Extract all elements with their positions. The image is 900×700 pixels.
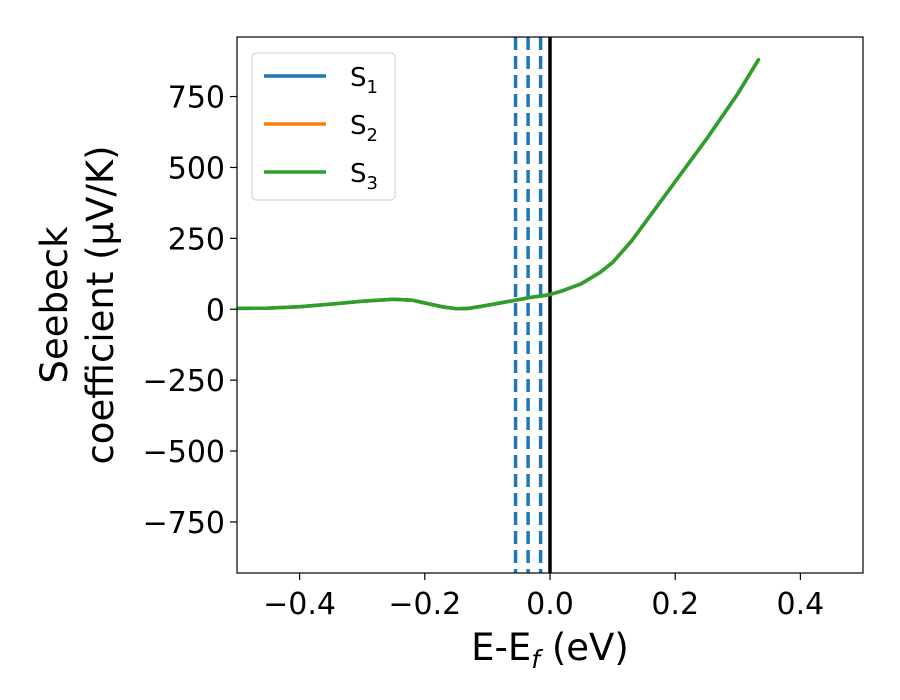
y-tick-label: −500: [143, 435, 225, 470]
series-line-3: [237, 57, 761, 311]
legend-label-2: S2: [350, 111, 378, 146]
y-tick-label: 0: [206, 293, 225, 328]
x-tick-label: 0.0: [526, 587, 574, 622]
x-axis-label-main: E-E: [471, 626, 531, 669]
y-axis-label: Seebeck coefficient (μV/K): [33, 145, 122, 464]
y-tick-label: −750: [143, 506, 225, 541]
x-tick-label: 0.2: [651, 587, 699, 622]
y-axis-ticks: 750 500 250 0 −250 −500 −750: [143, 81, 237, 541]
y-tick-label: 500: [168, 151, 225, 186]
x-axis-label: E-Ef (eV): [471, 626, 629, 674]
x-tick-label: −0.4: [263, 587, 336, 622]
x-axis-label-unit: (eV): [540, 626, 629, 669]
x-tick-label: 0.4: [777, 587, 825, 622]
y-tick-label: 750: [168, 81, 225, 116]
series-lines: [237, 57, 761, 311]
y-axis-label-line2: coefficient (μV/K): [79, 145, 122, 464]
reference-lines: [513, 37, 552, 573]
legend-box: [251, 52, 396, 201]
x-axis-ticks: −0.4 −0.2 0.0 0.2 0.4: [263, 573, 824, 622]
y-tick-label: −250: [143, 364, 225, 399]
y-axis-label-line1: Seebeck: [33, 226, 76, 384]
x-tick-label: −0.2: [388, 587, 461, 622]
legend-label-1: S1: [350, 63, 378, 98]
legend-label-3: S3: [350, 159, 378, 194]
legend-entries: S1 S2 S3: [264, 63, 378, 194]
y-tick-label: 250: [168, 222, 225, 257]
legend: S1 S2 S3: [251, 52, 396, 201]
